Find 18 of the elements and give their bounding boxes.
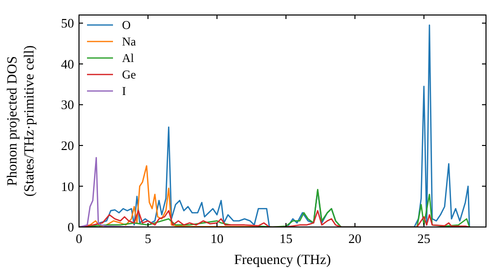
legend-label: Al bbox=[122, 51, 135, 66]
legend-label: I bbox=[122, 84, 126, 98]
x-tick-label: 5 bbox=[144, 231, 152, 246]
x-tick-label: 20 bbox=[348, 231, 362, 246]
legend-label: Na bbox=[122, 34, 137, 49]
x-tick-label: 25 bbox=[417, 231, 430, 246]
y-tick-label: 10 bbox=[61, 178, 74, 194]
x-tick-label: 10 bbox=[210, 231, 224, 246]
x-axis-title: Frequency (THz) bbox=[234, 253, 332, 268]
legend-label: Ge bbox=[122, 68, 136, 82]
y-tick-label: 50 bbox=[61, 16, 74, 31]
y-tick-label: 30 bbox=[61, 97, 74, 112]
y-tick-label: 20 bbox=[61, 138, 74, 154]
legend-label: O bbox=[122, 18, 131, 32]
y-axis-title: Phonon projected DOS (States/THz·primitive cell) bbox=[6, 45, 38, 197]
y-tick-label: 40 bbox=[61, 56, 74, 72]
x-tick-label: 15 bbox=[279, 231, 292, 246]
y-tick-label: 0 bbox=[68, 220, 74, 235]
